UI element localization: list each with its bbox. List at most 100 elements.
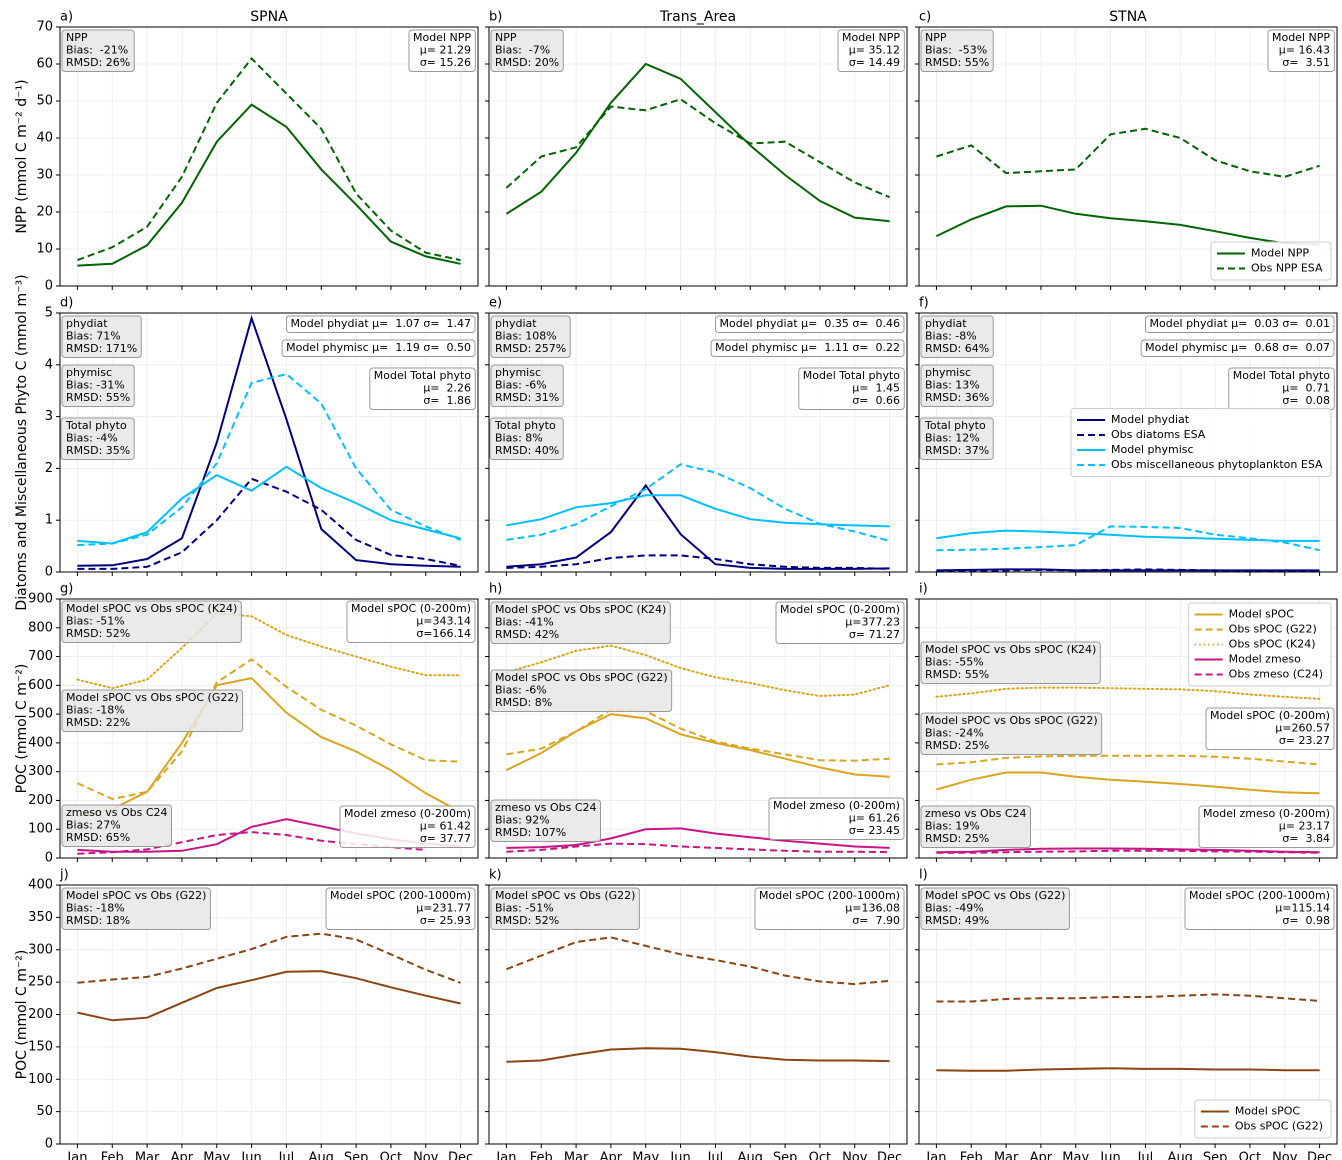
annotation-text: μ=115.14	[1275, 902, 1330, 915]
panel-label: e)	[489, 296, 502, 311]
annotation-text: RMSD: 40%	[495, 444, 559, 457]
annotation-text: Model sPOC vs Obs (G22)	[925, 889, 1065, 902]
annotation-text: RMSD: 52%	[66, 627, 130, 640]
panel-title: Trans_Area	[659, 9, 736, 25]
annotation-text: μ= 23.17	[1279, 820, 1330, 833]
annotation-text: RMSD: 55%	[66, 391, 130, 404]
series-line	[77, 970, 461, 1022]
y-tick-label: 50	[36, 1104, 53, 1119]
annotation-box	[920, 315, 994, 358]
x-tick-label: Feb	[101, 1151, 124, 1160]
annotation-text: phydiat	[925, 317, 967, 330]
annotation-text: σ= 37.77	[420, 832, 471, 845]
series-line	[506, 827, 890, 849]
annotation-box	[920, 29, 994, 72]
annotation-box	[1198, 805, 1335, 848]
y-tick-label: 30	[36, 168, 53, 183]
y-axis-label: POC (mmol C m⁻²)	[14, 664, 30, 794]
annotation-box	[490, 669, 673, 712]
y-tick-label: 200	[28, 1007, 53, 1022]
x-tick-label: Mar	[564, 1151, 589, 1160]
annotation-text: Model zmeso (0-200m)	[1203, 807, 1330, 820]
annotation-text: μ=136.08	[845, 902, 900, 915]
legend	[1188, 602, 1332, 687]
annotation-box	[837, 29, 905, 72]
annotation-text: σ= 3.51	[1282, 56, 1330, 69]
series-line	[77, 477, 461, 570]
annotation-text: NPP	[66, 31, 88, 44]
x-tick-label: Jan	[495, 1151, 516, 1160]
annotation-box	[920, 712, 1103, 755]
legend-label: Obs NPP ESA	[1251, 262, 1323, 275]
annotation-text: RMSD: 20%	[495, 56, 559, 69]
axes-frame	[488, 598, 908, 859]
x-tick-label: Apr	[171, 1151, 194, 1160]
y-tick-label: 50	[36, 94, 53, 109]
axes-frame	[918, 884, 1338, 1145]
x-tick-label: Jan	[66, 1151, 87, 1160]
annotation-text: Model sPOC (0-200m)	[1210, 709, 1330, 722]
annotation-text: RMSD: 18%	[66, 914, 130, 927]
annotation-text: σ= 0.98	[1282, 914, 1330, 927]
x-tick-label: Sep	[773, 1151, 798, 1160]
x-tick-label: Dec	[1307, 1151, 1332, 1160]
annotation-text: σ= 71.27	[849, 628, 900, 641]
annotation-box	[1267, 29, 1335, 72]
annotation-text: σ= 14.49	[849, 56, 900, 69]
axes-frame	[488, 884, 908, 1145]
annotation-text: Model NPP	[842, 31, 900, 44]
panel-label: b)	[489, 10, 502, 25]
legend-label: Model NPP	[1251, 247, 1309, 260]
annotation-text: Bias: 12%	[925, 432, 980, 445]
x-tick-label: Mar	[994, 1151, 1019, 1160]
annotation-text: RMSD: 107%	[495, 826, 566, 839]
x-tick-label: Feb	[530, 1151, 553, 1160]
annotation-box	[490, 799, 601, 842]
y-tick-label: 500	[28, 707, 53, 722]
annotation-text: Model sPOC vs Obs sPOC (K24)	[495, 603, 666, 616]
legend	[1194, 1099, 1332, 1139]
axes-frame	[59, 884, 479, 1145]
annotation-text: Model sPOC vs Obs sPOC (K24)	[66, 602, 237, 615]
annotation-text: Bias: -31%	[66, 379, 125, 392]
annotation-text: RMSD: 257%	[495, 342, 566, 355]
legend-label: Obs sPOC (G22)	[1235, 1120, 1323, 1133]
annotation-text: Bias: -41%	[495, 616, 554, 629]
annotation-box	[920, 887, 1070, 930]
y-tick-label: 100	[28, 822, 53, 837]
annotation-text: RMSD: 55%	[925, 56, 989, 69]
annotation-text: zmeso vs Obs C24	[495, 801, 597, 814]
axes-frame	[59, 598, 479, 859]
x-tick-label: Oct	[380, 1151, 402, 1160]
y-tick-label: 300	[28, 764, 53, 779]
y-tick-label: 400	[28, 878, 53, 893]
series-line	[506, 463, 890, 542]
annotation-text: RMSD: 37%	[925, 444, 989, 457]
y-tick-label: 900	[28, 592, 53, 607]
series-line	[505, 62, 890, 223]
x-tick-label: Aug	[1168, 1151, 1193, 1160]
annotation-text: σ= 0.08	[1282, 394, 1330, 407]
annotation-text: Bias: -24%	[925, 727, 984, 740]
annotation-text: Model sPOC vs Obs sPOC (K24)	[925, 643, 1096, 656]
y-tick-label: 20	[36, 205, 53, 220]
annotation-box	[798, 367, 905, 410]
series-line	[936, 754, 1320, 766]
legend	[1210, 241, 1332, 281]
series-line	[936, 849, 1320, 854]
annotation-box	[1205, 707, 1335, 750]
annotation-text: μ=260.57	[1275, 722, 1330, 735]
legend-label: Model sPOC	[1235, 1105, 1301, 1118]
legend-label: Obs miscellaneous phytoplankton ESA	[1111, 458, 1323, 471]
y-tick-label: 700	[28, 649, 53, 664]
annotation-text: phymisc	[925, 366, 971, 379]
legend-label: Model phymisc	[1111, 443, 1194, 456]
panel-label: i)	[919, 582, 928, 597]
panel-label: k)	[489, 868, 502, 883]
annotation-text: μ= 21.29	[420, 44, 471, 57]
legend-label: Model phydiat	[1111, 413, 1190, 426]
annotation-text: Bias: 13%	[925, 379, 980, 392]
annotation-text: RMSD: 64%	[925, 342, 989, 355]
annotation-text: Bias: -8%	[925, 330, 977, 343]
annotation-text: zmeso vs Obs C24	[925, 807, 1027, 820]
